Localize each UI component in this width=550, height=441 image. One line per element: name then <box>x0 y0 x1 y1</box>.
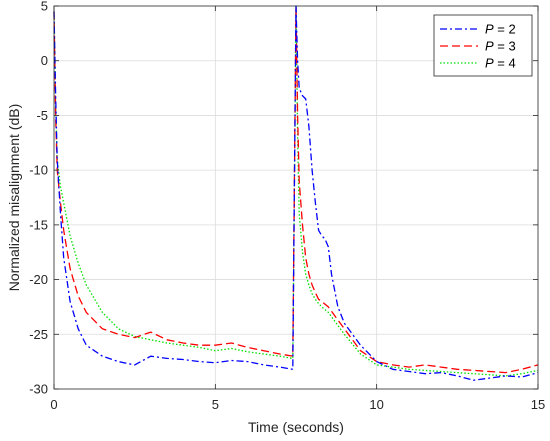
legend-item-3: P = 4 <box>440 56 516 71</box>
x-axis-label: Time (seconds) <box>248 419 344 435</box>
plot-frame <box>53 5 539 390</box>
series-layer <box>53 5 539 381</box>
y-tick-label: 0 <box>41 53 48 68</box>
axis-ticks <box>53 5 539 390</box>
x-tick-label: 10 <box>369 397 383 412</box>
x-tick-label: 0 <box>50 397 57 412</box>
legend-item-1: P = 2 <box>440 22 516 37</box>
legend-label-1: P = 2 <box>485 22 516 37</box>
y-tick-label: -10 <box>29 163 48 178</box>
y-tick-label: -20 <box>29 272 48 287</box>
legend: P = 2 P = 3 P = 4 <box>433 14 533 77</box>
legend-label-2: P = 3 <box>485 39 516 54</box>
series-line-1 <box>53 5 539 381</box>
legend-item-2: P = 3 <box>440 39 516 54</box>
y-tick-label: 5 <box>41 0 48 14</box>
x-tick-label: 15 <box>531 397 545 412</box>
legend-box <box>433 14 533 77</box>
y-tick-label: -5 <box>36 108 48 123</box>
legend-label-3: P = 4 <box>485 56 516 71</box>
y-tick-label: -30 <box>29 382 48 397</box>
y-axis-label: Normalized misalignment (dB) <box>6 104 22 292</box>
y-tick-label: -25 <box>29 327 48 342</box>
y-tick-label: -15 <box>29 217 48 232</box>
tick-labels: 0 5 10 15 5 0 -5 -10 -15 -20 -25 -30 <box>29 0 545 412</box>
x-tick-label: 5 <box>212 397 219 412</box>
series-line-2 <box>53 5 539 374</box>
